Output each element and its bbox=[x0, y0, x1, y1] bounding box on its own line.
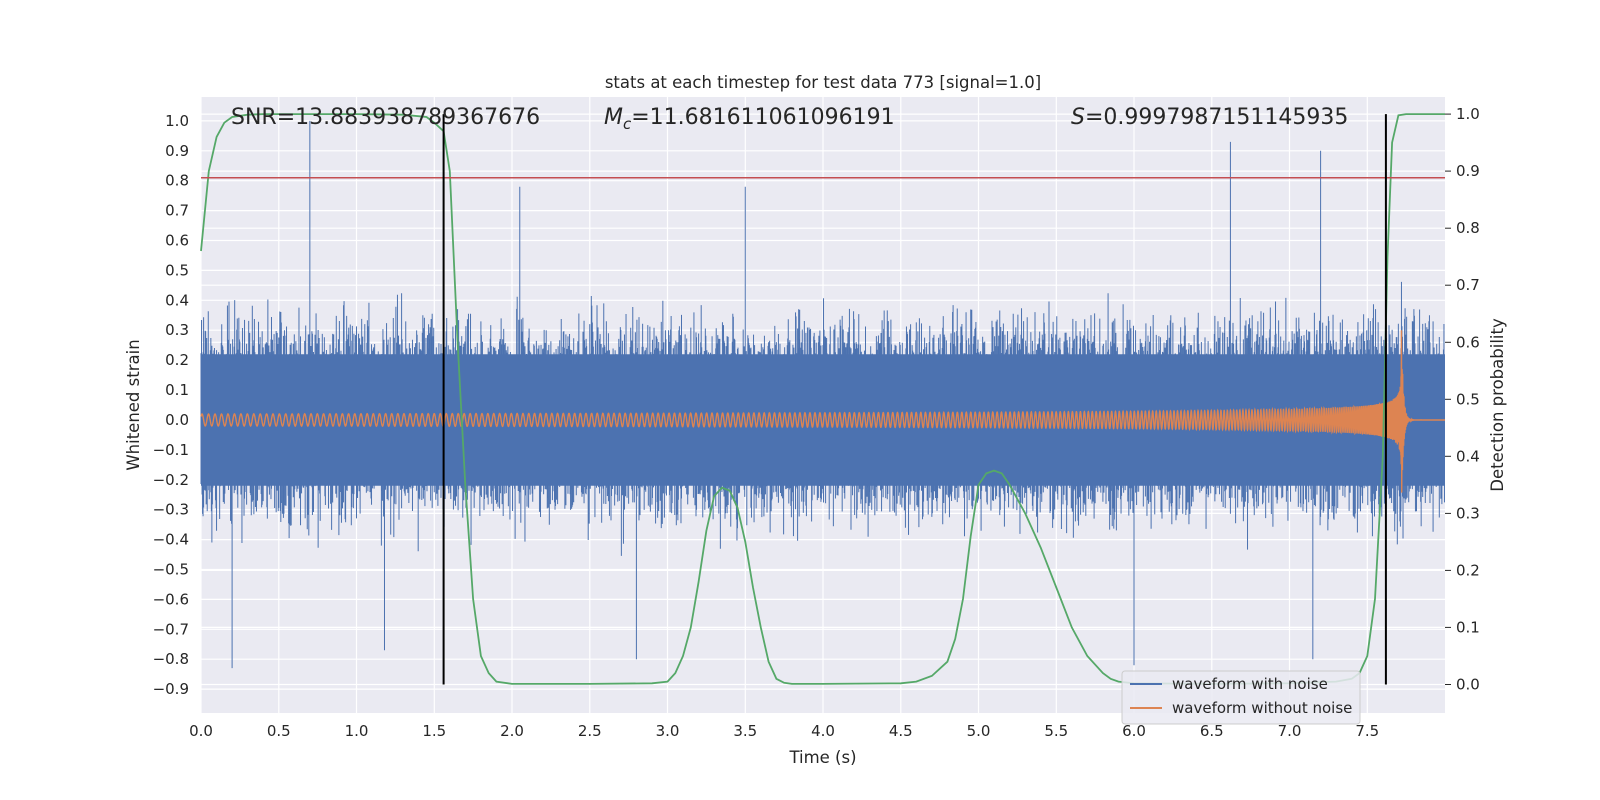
y-tick-label: −0.7 bbox=[153, 620, 189, 638]
x-tick-label: 0.0 bbox=[189, 722, 213, 740]
y-axis-label: Whitened strain bbox=[124, 339, 143, 470]
y-tick-label: 0.8 bbox=[165, 172, 189, 190]
y-tick-label: −0.3 bbox=[153, 501, 189, 519]
y-tick-label: 0.2 bbox=[165, 351, 189, 369]
y2-tick-label: 0.6 bbox=[1456, 333, 1480, 351]
y-tick-label: 0.3 bbox=[165, 321, 189, 339]
y-tick-label: 0.5 bbox=[165, 261, 189, 279]
x-tick-label: 1.5 bbox=[422, 722, 446, 740]
clean-waveform-path bbox=[200, 330, 1445, 493]
x-tick-label: 3.0 bbox=[656, 722, 680, 740]
y2-tick-label: 0.2 bbox=[1456, 561, 1480, 579]
legend: waveform with noise waveform without noi… bbox=[1121, 670, 1361, 725]
chirp-mass-annotation: Mc=11.681611061096191 bbox=[604, 105, 895, 133]
x-tick-label: 5.5 bbox=[1044, 722, 1068, 740]
x-tick-label: 4.5 bbox=[889, 722, 913, 740]
chirp-mass-subscript: c bbox=[623, 115, 632, 133]
y-tick-label: −0.2 bbox=[153, 471, 189, 489]
chart-title: stats at each timestep for test data 773… bbox=[605, 73, 1041, 92]
chirp-mass-symbol: M bbox=[604, 105, 623, 130]
y-tick-label: −0.6 bbox=[153, 590, 189, 608]
y-tick-label: −0.5 bbox=[153, 561, 189, 579]
legend-label-clean: waveform without noise bbox=[1172, 699, 1352, 717]
y2-tick-label: 0.0 bbox=[1456, 676, 1480, 694]
y-tick-label: −0.1 bbox=[153, 441, 189, 459]
y2-tick-label: 1.0 bbox=[1456, 105, 1480, 123]
x-tick-label: 6.0 bbox=[1122, 722, 1146, 740]
x-tick-label: 0.5 bbox=[267, 722, 291, 740]
x-tick-label: 4.0 bbox=[811, 722, 835, 740]
y2-tick-label: 0.7 bbox=[1456, 276, 1480, 294]
y2-tick-label: 0.1 bbox=[1456, 618, 1480, 636]
x-tick-label: 6.5 bbox=[1200, 722, 1224, 740]
chirp-mass-value: =11.681611061096191 bbox=[631, 105, 894, 130]
y2-tick-label: 0.3 bbox=[1456, 504, 1480, 522]
axes-ticks: 0.0 0.5 1.0 1.5 2.0 2.5 3.0 3.5 4.0 4.5 5.0 5.5 6.0 6… bbox=[153, 105, 1480, 740]
x-tick-label: 2.0 bbox=[500, 722, 524, 740]
statistic-annotation: S=0.9997987151145935 bbox=[1071, 105, 1348, 130]
legend-box bbox=[1121, 670, 1361, 725]
x-axis-label: Time (s) bbox=[788, 748, 856, 767]
y2-tick-label: 0.9 bbox=[1456, 162, 1480, 180]
y2-tick-label: 0.4 bbox=[1456, 447, 1480, 465]
x-tick-label: 1.0 bbox=[345, 722, 369, 740]
y2-tick-label: 0.8 bbox=[1456, 219, 1480, 237]
snr-annotation: SNR=13.883938789367676 bbox=[231, 105, 540, 130]
x-tick-label: 7.5 bbox=[1355, 722, 1379, 740]
legend-label-noisy: waveform with noise bbox=[1172, 675, 1328, 693]
y-tick-label: 0.0 bbox=[165, 411, 189, 429]
x-tick-label: 7.0 bbox=[1278, 722, 1302, 740]
y2-axis-label: Detection probability bbox=[1488, 318, 1507, 492]
y-tick-label: 0.9 bbox=[165, 142, 189, 160]
statistic-symbol: S bbox=[1071, 105, 1085, 130]
y-tick-label: 0.1 bbox=[165, 381, 189, 399]
y-tick-label: 0.7 bbox=[165, 202, 189, 220]
x-tick-label: 5.0 bbox=[967, 722, 991, 740]
y2-tick-label: 0.5 bbox=[1456, 390, 1480, 408]
statistic-value: =0.9997987151145935 bbox=[1085, 105, 1348, 130]
y-tick-label: −0.8 bbox=[153, 650, 189, 668]
x-tick-label: 2.5 bbox=[578, 722, 602, 740]
y-tick-label: 1.0 bbox=[165, 112, 189, 130]
x-tick-label: 3.5 bbox=[733, 722, 757, 740]
y-tick-label: 0.4 bbox=[165, 291, 189, 309]
threshold-and-markers bbox=[201, 114, 1445, 685]
y-tick-label: −0.4 bbox=[153, 531, 189, 549]
y-tick-label: −0.9 bbox=[153, 680, 189, 698]
series-waveform-without-noise bbox=[200, 330, 1445, 493]
y-tick-label: 0.6 bbox=[165, 232, 189, 250]
